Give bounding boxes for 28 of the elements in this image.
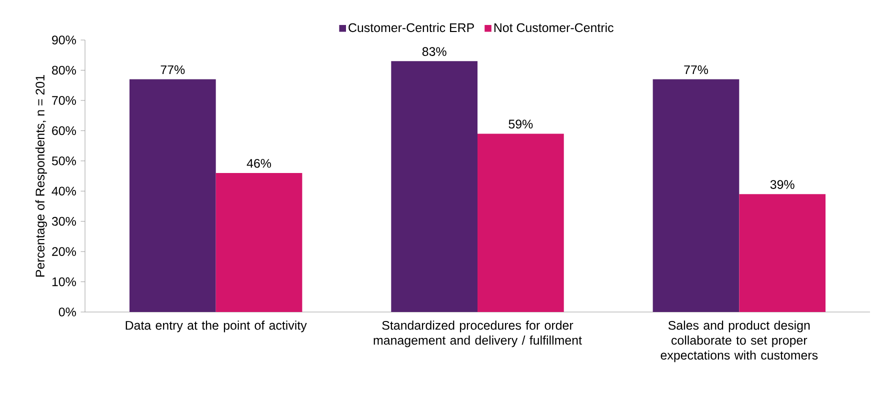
y-tick-label: 60% bbox=[52, 126, 76, 136]
data-label: 83% bbox=[422, 47, 446, 56]
data-label: 59% bbox=[508, 120, 533, 128]
data-label: 46% bbox=[246, 158, 272, 168]
x-tick-label: Sales and product design collaborate to set proper expectations with customers bbox=[660, 320, 818, 362]
bar bbox=[391, 61, 478, 312]
x-tick-label: Standardized procedures for order management and delivery / fulfillment bbox=[374, 320, 582, 348]
y-tick-label: 30% bbox=[52, 216, 76, 226]
y-tick-label: 50% bbox=[52, 156, 76, 166]
legend-label: Customer-Centric ERP bbox=[348, 22, 474, 32]
legend-label: Not Customer-Centric bbox=[494, 22, 614, 32]
data-label: 39% bbox=[770, 180, 794, 189]
y-tick-label: 20% bbox=[52, 247, 76, 256]
y-tick-label: 80% bbox=[52, 66, 76, 75]
y-axis-title: Percentage of Respondents, n = 201 bbox=[35, 75, 47, 277]
bar bbox=[216, 172, 302, 312]
bar bbox=[129, 79, 216, 312]
bar bbox=[478, 134, 564, 312]
y-tick-label: 70% bbox=[52, 96, 76, 105]
data-label: 77% bbox=[684, 65, 708, 74]
y-tick-label: 0% bbox=[58, 308, 76, 316]
y-tick-label: 10% bbox=[52, 277, 76, 286]
bar bbox=[652, 79, 740, 312]
x-tick-label: Data entry at the point of activity bbox=[126, 320, 307, 332]
bar bbox=[739, 194, 826, 312]
y-tick-label: 40% bbox=[52, 186, 76, 196]
y-tick-label: 90% bbox=[52, 36, 76, 44]
data-label: 77% bbox=[160, 65, 185, 74]
